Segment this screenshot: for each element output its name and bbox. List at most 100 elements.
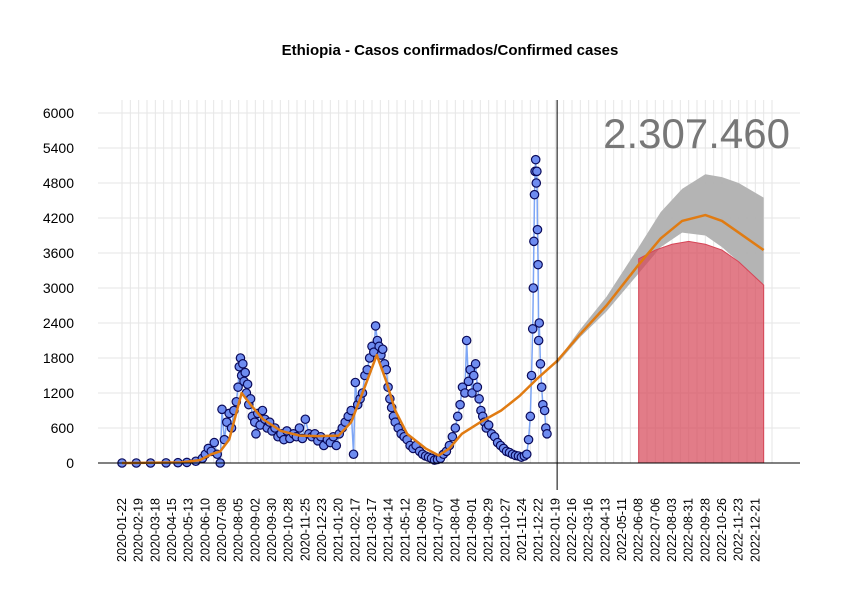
x-tick-label: 2020-07-08 <box>215 498 229 562</box>
y-tick-label: 1800 <box>43 350 74 366</box>
y-tick-label: 4200 <box>43 210 74 226</box>
observed-point <box>350 377 361 388</box>
x-tick-label: 2020-06-10 <box>198 498 212 562</box>
x-tick-label: 2020-12-23 <box>315 498 329 562</box>
x-tick-label: 2022-02-16 <box>565 498 579 562</box>
x-tick-label: 2021-03-17 <box>365 498 379 562</box>
x-tick-label: 2021-09-29 <box>482 498 496 562</box>
y-tick-label: 5400 <box>43 140 74 156</box>
x-tick-label: 2020-02-19 <box>132 498 146 562</box>
observed-point <box>472 382 483 392</box>
x-tick-label: 2022-08-03 <box>665 498 679 562</box>
x-tick-label: 2021-09-01 <box>465 498 479 562</box>
observed-point <box>531 178 542 188</box>
observed-point <box>467 388 477 398</box>
observed-point <box>532 224 543 235</box>
x-tick-labels: 2020-01-22 2020-02-19 2020-03-18 2020-04-15… <box>115 498 762 562</box>
axes <box>98 100 800 490</box>
x-tick-label: 2022-01-19 <box>548 498 562 562</box>
observed-point <box>242 379 253 390</box>
observed-point <box>370 321 381 331</box>
y-tick-label: 6000 <box>43 105 74 121</box>
x-tick-label: 2021-12-22 <box>532 498 546 562</box>
x-tick-label: 2022-11-23 <box>732 498 746 561</box>
forecast-uncertainty-band <box>557 174 764 364</box>
observed-point <box>530 154 541 165</box>
x-tick-label: 2021-01-20 <box>332 498 346 562</box>
x-tick-label: 2020-05-13 <box>182 498 196 562</box>
observed-point <box>300 414 311 425</box>
observed-point <box>461 335 472 346</box>
observed-point <box>348 449 359 460</box>
x-tick-label: 2020-11-25 <box>298 498 312 561</box>
x-tick-label: 2021-05-12 <box>398 498 412 562</box>
observed-point <box>217 404 227 415</box>
observed-point <box>483 420 494 430</box>
observed-point <box>474 394 484 404</box>
y-tick-label: 600 <box>51 420 75 436</box>
x-tick-label: 2020-08-05 <box>232 498 246 562</box>
y-tick-label: 2400 <box>43 315 74 331</box>
observed-point <box>447 431 458 442</box>
x-tick-label: 2022-07-06 <box>648 498 662 562</box>
observed-point <box>463 376 474 387</box>
observed-point <box>525 411 536 422</box>
observed-point <box>455 399 465 410</box>
observed-point <box>257 405 268 416</box>
observed-series-layer <box>117 154 552 468</box>
x-tick-label: 2021-07-07 <box>432 498 446 562</box>
observed-point <box>294 423 305 433</box>
chart-title: Ethiopia - Casos confirmados/Confirmed c… <box>282 42 619 59</box>
x-tick-label: 2022-04-13 <box>598 498 612 562</box>
x-tick-label: 2022-12-21 <box>748 498 762 562</box>
x-tick-label: 2021-11-24 <box>515 498 529 561</box>
x-tick-label: 2020-01-22 <box>115 498 129 562</box>
observed-point <box>533 259 543 270</box>
x-tick-label: 2020-09-30 <box>265 498 279 562</box>
y-tick-labels: 0 600 1200 1800 2400 3000 3600 4200 4800 5400 6000 <box>43 105 74 471</box>
projection-highlight-area <box>638 240 765 464</box>
smoothed-trend-line <box>121 213 765 465</box>
observed-point <box>523 434 534 445</box>
observed-point <box>209 437 220 448</box>
observed-point <box>238 359 248 369</box>
observed-point <box>536 382 547 392</box>
observed-point <box>468 370 479 381</box>
observed-point <box>470 359 481 369</box>
observed-point <box>539 405 550 416</box>
y-tick-label: 1200 <box>43 385 74 401</box>
x-tick-label: 2021-06-09 <box>415 498 429 562</box>
observed-point <box>528 283 539 293</box>
observed-point <box>377 344 388 355</box>
observed-point <box>452 411 463 422</box>
observed-point <box>251 429 261 439</box>
observed-point <box>534 318 545 328</box>
x-tick-label: 2022-03-16 <box>582 498 596 562</box>
x-tick-label: 2021-04-14 <box>382 498 396 562</box>
x-tick-label: 2021-02-17 <box>348 498 362 562</box>
x-tick-label: 2022-09-28 <box>698 498 712 562</box>
x-tick-label: 2022-06-08 <box>632 498 646 562</box>
observed-point <box>535 359 546 369</box>
x-tick-label: 2020-04-15 <box>165 498 179 562</box>
observed-point <box>532 166 542 177</box>
trend-layer <box>121 213 765 465</box>
total-cases-label: 2.307.460 <box>603 110 790 157</box>
y-tick-label: 3600 <box>43 245 74 261</box>
x-tick-label: 2022-08-31 <box>682 498 696 562</box>
x-tick-label: 2021-08-04 <box>448 498 462 562</box>
observed-point <box>233 382 243 392</box>
x-tick-label: 2022-10-26 <box>715 498 729 562</box>
x-tick-label: 2020-09-02 <box>248 498 262 562</box>
x-tick-label: 2020-03-18 <box>148 498 162 562</box>
observed-point <box>533 335 544 346</box>
observed-point <box>521 449 532 460</box>
observed-point <box>527 324 538 334</box>
observed-point <box>331 440 342 451</box>
observed-point <box>450 423 461 433</box>
y-tick-label: 4800 <box>43 175 74 191</box>
observed-point <box>526 370 537 381</box>
observed-point <box>542 429 552 439</box>
y-tick-label: 0 <box>66 455 74 471</box>
